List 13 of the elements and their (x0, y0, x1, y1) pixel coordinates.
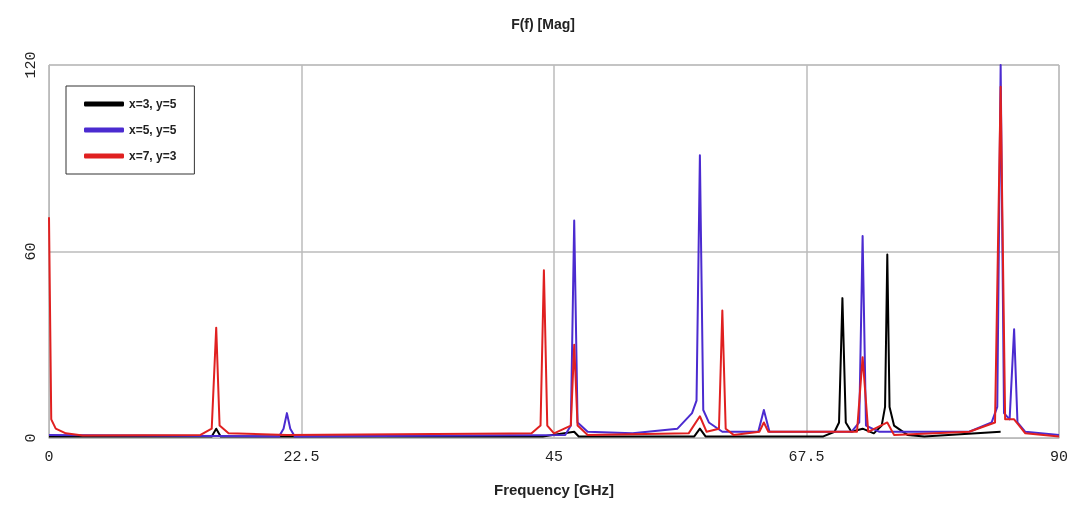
legend-label: x=3, y=5 (129, 97, 177, 111)
x-tick-label: 22.5 (283, 449, 320, 466)
legend-label: x=5, y=5 (129, 123, 177, 137)
y-tick-label: 120 (23, 51, 40, 79)
legend-label: x=7, y=3 (129, 149, 177, 163)
x-tick-label: 90 (1049, 449, 1069, 466)
x-tick-label: 0 (44, 449, 54, 466)
x-tick-label: 67.5 (788, 449, 825, 466)
y-tick-label: 0 (23, 433, 40, 443)
x-axis-title: Frequency [GHz] (493, 481, 615, 498)
x-tick-label: 45 (544, 449, 564, 466)
y-tick-label: 60 (23, 242, 40, 261)
chart-title: F(f) [Mag] (511, 16, 575, 32)
